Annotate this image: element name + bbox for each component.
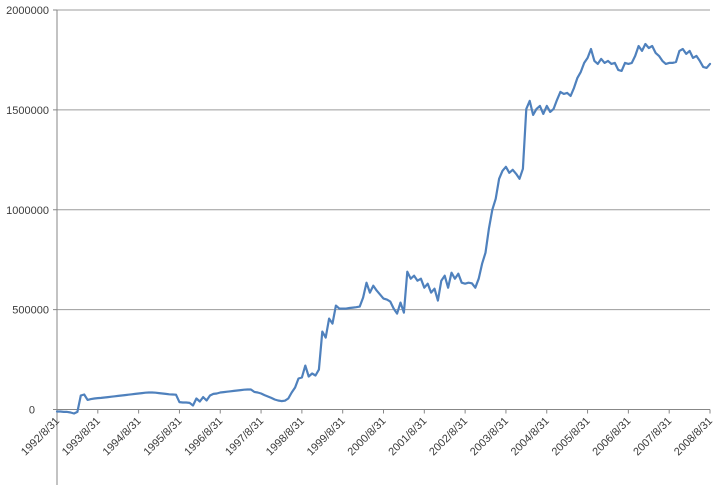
x-axis-label: 1996/8/31	[182, 415, 225, 458]
x-axis-label: 2003/8/31	[468, 415, 511, 458]
y-axis-label: 500000	[12, 305, 49, 317]
x-axis-label: 1999/8/31	[305, 415, 348, 458]
x-axis-label: 2007/8/31	[631, 415, 674, 458]
x-axis-label: 2008/8/31	[672, 415, 715, 458]
x-axis-label: 1993/8/31	[60, 415, 103, 458]
x-axis-label: 1995/8/31	[141, 415, 184, 458]
y-axis-label: 0	[29, 405, 35, 417]
x-axis-label: 2005/8/31	[550, 415, 593, 458]
y-axis-label: 1500000	[6, 105, 49, 117]
x-axis-label: 1998/8/31	[264, 415, 307, 458]
x-axis-label: 1992/8/31	[19, 415, 62, 458]
x-axis-label: 2001/8/31	[386, 415, 429, 458]
y-axis-label: 1000000	[6, 205, 49, 217]
x-axis-label: 2006/8/31	[590, 415, 633, 458]
data-series-line	[55, 42, 712, 415]
y-axis-label: 2000000	[6, 5, 49, 17]
x-axis-label: 2000/8/31	[346, 415, 389, 458]
x-axis-label: 1997/8/31	[223, 415, 266, 458]
x-axis-label: 1994/8/31	[101, 415, 144, 458]
x-axis-label: 2002/8/31	[427, 415, 470, 458]
x-axis-label: 2004/8/31	[509, 415, 552, 458]
